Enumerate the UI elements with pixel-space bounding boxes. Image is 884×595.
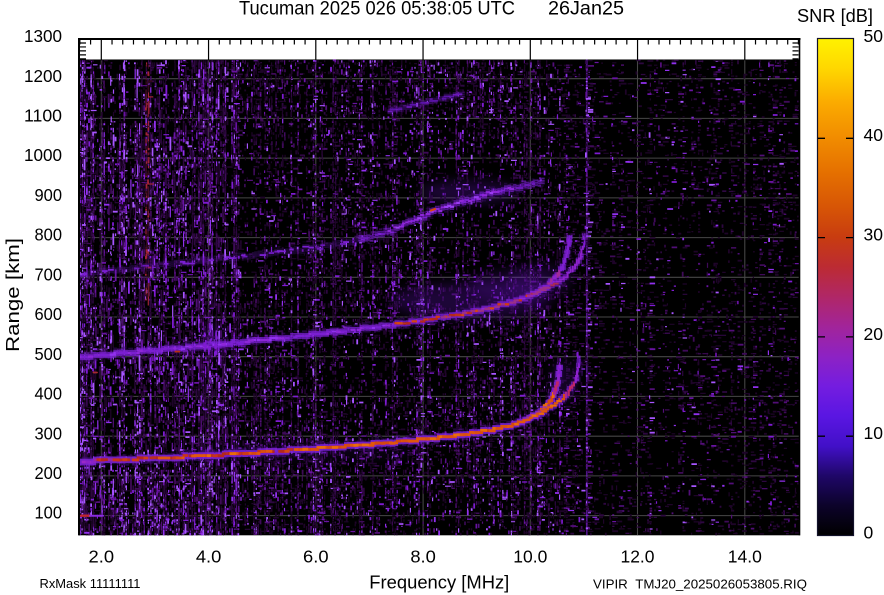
svg-text:1300: 1300 <box>24 26 62 46</box>
svg-text:8.0: 8.0 <box>410 547 436 567</box>
svg-text:10.0: 10.0 <box>513 547 547 567</box>
svg-text:2.0: 2.0 <box>89 547 115 567</box>
svg-text:700: 700 <box>35 264 63 284</box>
svg-text:600: 600 <box>35 304 63 324</box>
svg-text:10: 10 <box>864 423 884 443</box>
svg-text:300: 300 <box>35 423 63 443</box>
svg-text:1000: 1000 <box>24 145 62 165</box>
svg-text:800: 800 <box>35 225 63 245</box>
svg-text:50: 50 <box>864 26 884 46</box>
svg-text:4.0: 4.0 <box>196 547 222 567</box>
svg-text:400: 400 <box>35 384 63 404</box>
svg-text:Tucuman 2025 026 05:38:05 UTC: Tucuman 2025 026 05:38:05 UTC <box>239 0 515 19</box>
svg-text:100: 100 <box>35 503 63 523</box>
svg-text:14.0: 14.0 <box>728 547 762 567</box>
svg-text:SNR [dB]: SNR [dB] <box>797 5 873 26</box>
svg-text:Range [km]: Range [km] <box>2 238 23 352</box>
svg-text:200: 200 <box>35 463 63 483</box>
svg-text:1100: 1100 <box>24 106 62 126</box>
svg-text:6.0: 6.0 <box>303 547 329 567</box>
svg-text:0: 0 <box>864 522 874 542</box>
svg-text:12.0: 12.0 <box>621 547 655 567</box>
svg-text:VIPIR TMJ20_2025026053805.RIQ: VIPIR TMJ20_2025026053805.RIQ <box>593 576 807 591</box>
svg-text:500: 500 <box>35 344 63 364</box>
svg-text:30: 30 <box>864 225 884 245</box>
svg-text:Frequency [MHz]: Frequency [MHz] <box>369 572 509 592</box>
svg-text:1200: 1200 <box>24 66 62 86</box>
svg-text:RxMask 11111111: RxMask 11111111 <box>40 576 141 591</box>
svg-text:900: 900 <box>35 185 63 205</box>
svg-text:26Jan25: 26Jan25 <box>548 0 624 19</box>
svg-text:20: 20 <box>864 324 884 344</box>
svg-text:40: 40 <box>864 125 884 145</box>
